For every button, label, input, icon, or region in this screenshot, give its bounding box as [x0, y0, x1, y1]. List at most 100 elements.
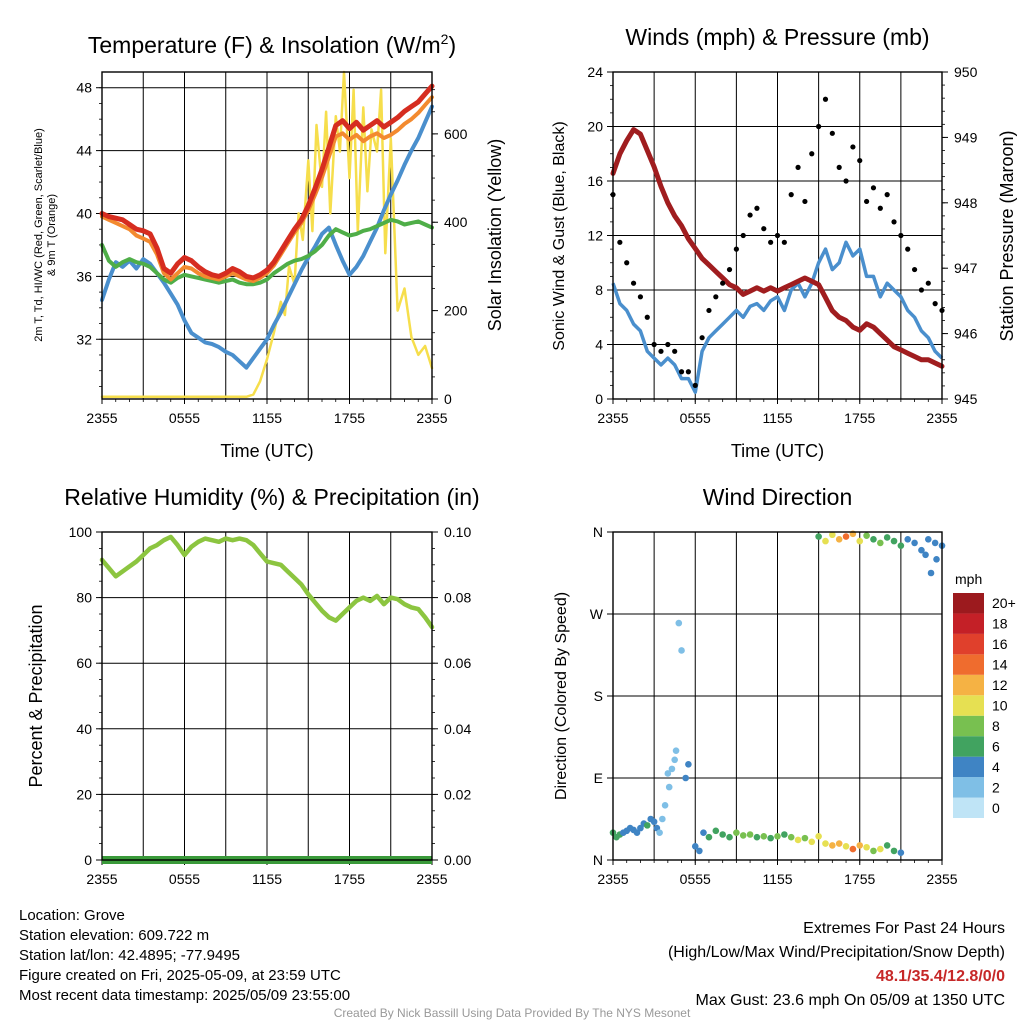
x-tick-label: 1155 [762, 410, 792, 426]
gust-point [630, 280, 637, 286]
chart-title: Wind Direction [703, 484, 853, 510]
x-tick-label: 0555 [680, 871, 711, 887]
gust-point [692, 382, 698, 388]
colorbar-swatch [953, 593, 984, 614]
gust-point [624, 260, 630, 266]
gust-point [740, 232, 746, 239]
y-tick-label: 20 [76, 786, 92, 802]
y2-tick-label: 0 [444, 391, 452, 407]
direction-point [856, 842, 864, 849]
colorbar-label: 10 [992, 698, 1008, 714]
direction-point [822, 537, 829, 545]
gust-point [816, 123, 822, 130]
gust-point [720, 280, 726, 286]
winds-panel: 2355 0555 1155 1755 2355 0 4 8 12 16 20 24 945 946 947… [551, 24, 1017, 461]
y-tick-label: 48 [76, 80, 92, 96]
gust-point [768, 239, 774, 245]
direction-point [672, 747, 680, 754]
colorbar-label: 8 [992, 718, 1000, 734]
direction-point [829, 531, 836, 539]
direction-point [927, 569, 935, 577]
gust-point [850, 144, 856, 150]
direction-point [849, 845, 857, 853]
y-tick-label: 8 [595, 282, 603, 298]
plot-border [101, 531, 433, 861]
direction-point [659, 815, 666, 823]
gust-point [877, 205, 883, 211]
x-tick-label: 1155 [252, 871, 282, 887]
colorbar-label: 12 [992, 677, 1008, 693]
gust-point [644, 314, 650, 320]
direction-point [883, 534, 891, 541]
gust-point [891, 219, 897, 225]
direction-point [829, 842, 836, 849]
extremes-title: Extremes For Past 24 Hours [803, 920, 1005, 937]
direction-point [767, 834, 774, 842]
gust-point [754, 205, 760, 211]
chart-title: Winds (mph) & Pressure (mb) [625, 24, 929, 50]
y-axis-label: Sonic Wind & Gust (Blue, Black) [551, 121, 568, 350]
y-tick-label: 100 [69, 524, 93, 540]
gust-point [905, 246, 911, 252]
direction-point [918, 546, 925, 554]
extremes-legend: (High/Low/Max Wind/Precipitation/Snow De… [667, 944, 1005, 961]
colorbar-label: 2 [992, 779, 1000, 795]
y2-tick-label: 0.06 [444, 655, 471, 671]
y2-tick-label: 0.04 [444, 721, 471, 737]
y2-tick-label: 0.08 [444, 590, 471, 606]
direction-point [890, 847, 898, 855]
gust-point [699, 335, 705, 341]
colorbar-label: 0 [992, 800, 1000, 816]
y-tick-label: E [594, 770, 603, 786]
direction-point [633, 829, 641, 836]
direction-point [835, 840, 843, 847]
colorbar-swatch [953, 613, 984, 634]
direction-point [726, 833, 733, 841]
y2-axis-label: Station Pressure (Maroon) [997, 130, 1017, 341]
y-tick-label: 4 [595, 337, 603, 353]
chart-title: Relative Humidity (%) & Precipitation (i… [64, 484, 479, 510]
colorbar-label: 6 [992, 738, 1000, 754]
gust-point [809, 151, 815, 157]
direction-point [696, 847, 703, 855]
direction-point [671, 756, 678, 764]
direction-point [668, 765, 676, 773]
gust-point [843, 178, 849, 184]
series-line-station-pressure [610, 127, 945, 369]
y-tick-label: 0 [84, 852, 92, 868]
direction-panel: 2355 0555 1155 1755 2355 N E S W N Wind Direction D… [553, 484, 1016, 887]
direction-point [753, 833, 761, 841]
gust-point [932, 301, 938, 307]
y2-tick-label: 947 [954, 260, 978, 276]
gust-point [706, 307, 712, 314]
y2-tick-label: 0.10 [444, 524, 471, 540]
y-tick-label: 32 [76, 331, 92, 347]
gust-point [864, 198, 870, 205]
y2-tick-label: 600 [444, 126, 468, 142]
y2-tick-label: 400 [444, 214, 468, 230]
gust-point [733, 246, 739, 252]
plot-border [612, 531, 943, 861]
x-tick-label: 1755 [844, 871, 875, 887]
max-gust-text: Max Gust: 23.6 mph On 05/09 at 1350 UTC [695, 992, 1006, 1009]
gust-point [678, 369, 685, 375]
direction-point [911, 539, 918, 547]
y2-tick-label: 0.02 [444, 786, 471, 802]
direction-point [719, 831, 726, 838]
x-tick-label: 1155 [252, 410, 282, 426]
gust-point [651, 341, 657, 348]
gust-point [781, 239, 787, 245]
location-text: Location: Grove [19, 907, 125, 924]
colorbar-swatch [953, 777, 984, 798]
colorbar-swatch [953, 797, 984, 818]
direction-point [665, 783, 673, 791]
latlon-text: Station lat/lon: 42.4895; -77.9495 [19, 947, 241, 964]
y-tick-label: 24 [587, 64, 603, 80]
direction-point [643, 822, 651, 829]
colorbar-swatch [953, 736, 984, 757]
gust-point [672, 348, 678, 354]
direction-point [924, 535, 932, 543]
direction-point [675, 619, 683, 627]
direction-point [808, 838, 816, 846]
